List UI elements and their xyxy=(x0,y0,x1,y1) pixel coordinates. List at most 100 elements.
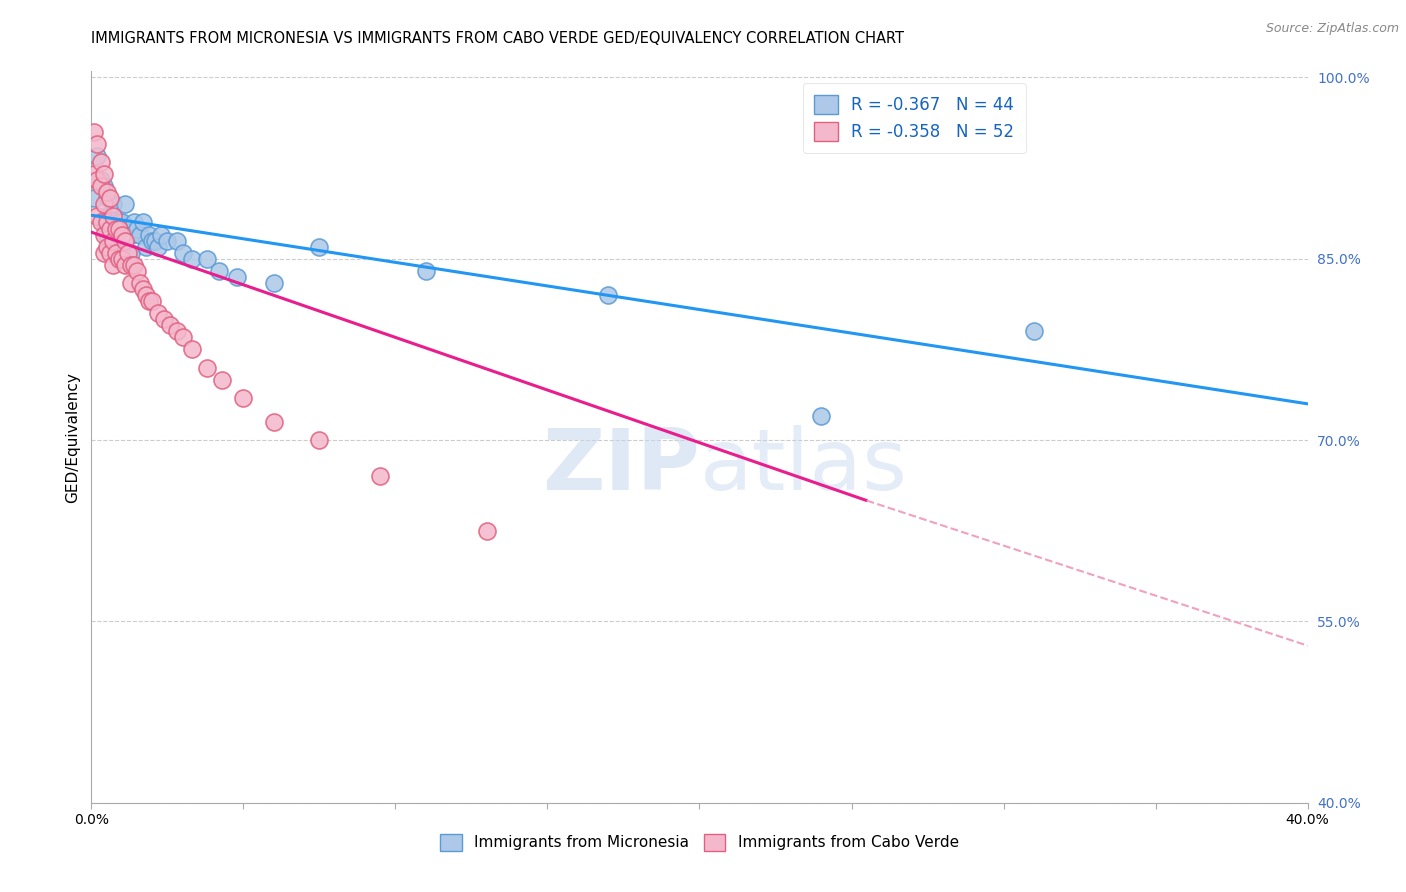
Point xyxy=(195,252,218,266)
Point xyxy=(195,360,218,375)
Y-axis label: GED/Equivalency: GED/Equivalency xyxy=(65,372,80,502)
Point xyxy=(98,245,121,260)
Point xyxy=(98,221,121,235)
Point xyxy=(135,240,157,254)
Point xyxy=(101,210,124,224)
Point xyxy=(475,524,498,538)
Point xyxy=(120,227,142,242)
Point xyxy=(86,173,108,187)
Point xyxy=(138,227,160,242)
Point xyxy=(308,433,330,447)
Point xyxy=(120,276,142,290)
Point xyxy=(129,276,152,290)
Point xyxy=(150,227,173,242)
Point xyxy=(83,191,105,205)
Point xyxy=(93,197,115,211)
Point xyxy=(104,221,127,235)
Point xyxy=(107,240,129,254)
Point xyxy=(93,245,115,260)
Point xyxy=(114,197,136,211)
Point xyxy=(226,269,249,284)
Point xyxy=(415,264,437,278)
Point xyxy=(180,252,202,266)
Point xyxy=(141,294,163,309)
Point xyxy=(120,245,142,260)
Text: ZIP: ZIP xyxy=(541,425,699,508)
Point xyxy=(104,245,127,260)
Point xyxy=(141,234,163,248)
Point xyxy=(172,245,194,260)
Point xyxy=(132,282,155,296)
Point xyxy=(107,252,129,266)
Point xyxy=(172,330,194,344)
Point xyxy=(122,215,145,229)
Point xyxy=(98,210,121,224)
Point xyxy=(263,415,285,429)
Point xyxy=(138,294,160,309)
Point xyxy=(93,179,115,194)
Point xyxy=(83,167,105,181)
Point xyxy=(159,318,181,333)
Point xyxy=(86,149,108,163)
Text: Source: ZipAtlas.com: Source: ZipAtlas.com xyxy=(1265,22,1399,36)
Point xyxy=(93,167,115,181)
Point xyxy=(96,191,118,205)
Point xyxy=(101,258,124,272)
Point xyxy=(101,227,124,242)
Point xyxy=(166,234,188,248)
Point xyxy=(86,136,108,151)
Point xyxy=(89,179,111,194)
Point xyxy=(125,264,148,278)
Point xyxy=(114,258,136,272)
Point xyxy=(86,210,108,224)
Point xyxy=(96,210,118,224)
Point xyxy=(232,391,254,405)
Point xyxy=(180,343,202,357)
Point xyxy=(89,173,111,187)
Point xyxy=(166,324,188,338)
Legend: Immigrants from Micronesia, Immigrants from Cabo Verde: Immigrants from Micronesia, Immigrants f… xyxy=(434,828,965,857)
Point xyxy=(129,227,152,242)
Point xyxy=(308,240,330,254)
Point xyxy=(98,240,121,254)
Point xyxy=(211,373,233,387)
Point xyxy=(96,215,118,229)
Point xyxy=(107,221,129,235)
Point xyxy=(153,312,176,326)
Point xyxy=(135,288,157,302)
Point xyxy=(148,306,170,320)
Point xyxy=(89,215,111,229)
Point xyxy=(208,264,231,278)
Text: atlas: atlas xyxy=(699,425,907,508)
Point xyxy=(89,155,111,169)
Point xyxy=(98,191,121,205)
Point xyxy=(117,227,139,242)
Point xyxy=(114,234,136,248)
Point xyxy=(148,240,170,254)
Point xyxy=(117,245,139,260)
Point xyxy=(263,276,285,290)
Point xyxy=(111,252,134,266)
Point xyxy=(1022,324,1045,338)
Point xyxy=(93,215,115,229)
Point xyxy=(101,234,124,248)
Point xyxy=(120,258,142,272)
Point xyxy=(111,215,134,229)
Point xyxy=(107,215,129,229)
Point xyxy=(93,227,115,242)
Text: IMMIGRANTS FROM MICRONESIA VS IMMIGRANTS FROM CABO VERDE GED/EQUIVALENCY CORRELA: IMMIGRANTS FROM MICRONESIA VS IMMIGRANTS… xyxy=(91,31,904,46)
Point xyxy=(96,186,118,200)
Point xyxy=(132,215,155,229)
Point xyxy=(143,234,166,248)
Point xyxy=(101,197,124,211)
Point xyxy=(96,240,118,254)
Point xyxy=(810,409,832,423)
Point xyxy=(111,227,134,242)
Point xyxy=(368,469,391,483)
Point xyxy=(96,227,118,242)
Point xyxy=(598,288,620,302)
Point xyxy=(111,240,134,254)
Point xyxy=(122,258,145,272)
Point xyxy=(83,125,105,139)
Point xyxy=(104,227,127,242)
